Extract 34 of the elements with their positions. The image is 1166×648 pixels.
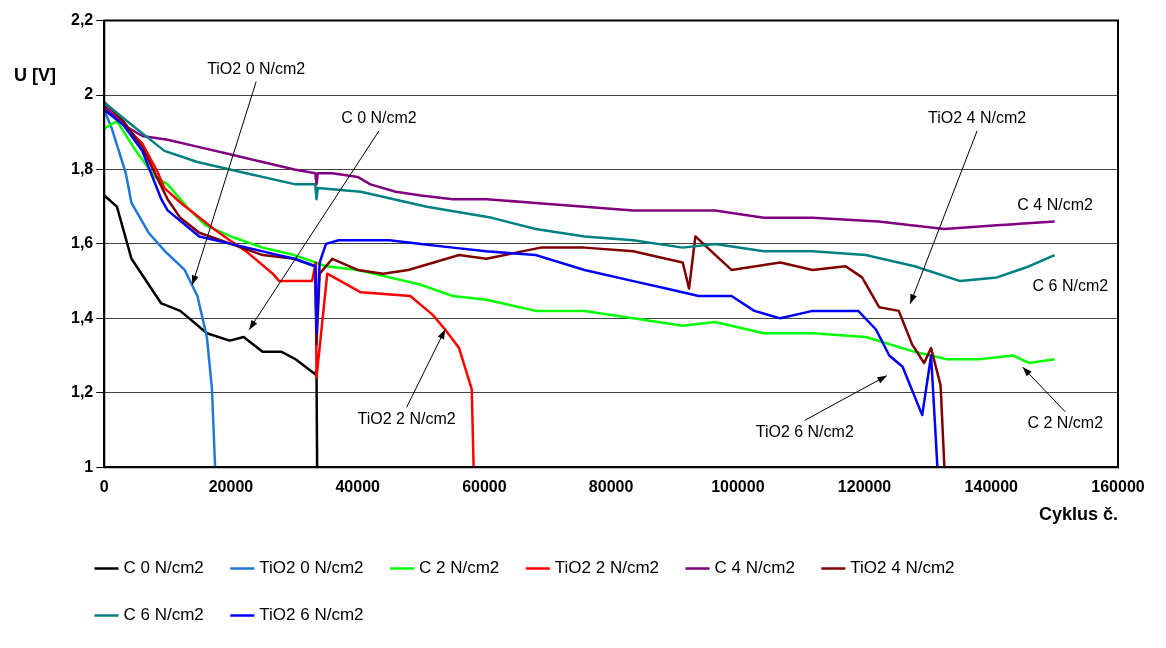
legend-label: C 4 N/cm2 [714,558,795,578]
x-tick-label: 100000 [711,478,765,496]
y-tick-label: 1,8 [70,159,94,177]
x-tick-label: 60000 [462,478,507,496]
x-tick-label: 80000 [588,478,634,496]
annotation: TiO2 2 N/cm2 [357,409,456,427]
legend-label: TiO2 2 N/cm2 [554,558,660,578]
annotation: TiO2 0 N/cm2 [207,59,306,77]
y-axis-title: U [V] [14,64,56,85]
y-tick-label: 2 [84,85,94,103]
y-tick-label: 1,6 [70,234,94,252]
annotation: C 0 N/cm2 [341,109,417,127]
x-tick-label: 120000 [837,478,892,496]
y-tick-label: 1 [84,457,94,475]
annotation: C 6 N/cm2 [1032,277,1109,295]
annotation: C 4 N/cm2 [1017,196,1094,214]
x-axis-title: Cyklus č. [1038,504,1118,525]
annotation: C 2 N/cm2 [1027,414,1104,432]
x-tick-label: 0 [99,478,109,496]
x-tick-label: 140000 [964,478,1019,496]
legend-label: TiO2 0 N/cm2 [259,558,364,578]
y-tick-label: 2,2 [70,11,94,29]
x-tick-label: 40000 [335,478,381,496]
x-tick-label: 160000 [1091,478,1145,496]
y-tick-label: 1,4 [70,308,94,326]
x-tick-label: 20000 [208,478,254,496]
legend-label: C 0 N/cm2 [123,558,204,578]
legend-label: TiO2 6 N/cm2 [259,605,364,625]
legend-label: TiO2 4 N/cm2 [850,558,955,578]
annotation: TiO2 6 N/cm2 [755,422,854,440]
legend-label: C 6 N/cm2 [123,605,204,625]
annotation: TiO2 4 N/cm2 [928,109,1027,127]
y-tick-label: 1,2 [70,383,94,401]
legend-label: C 2 N/cm2 [419,558,500,578]
